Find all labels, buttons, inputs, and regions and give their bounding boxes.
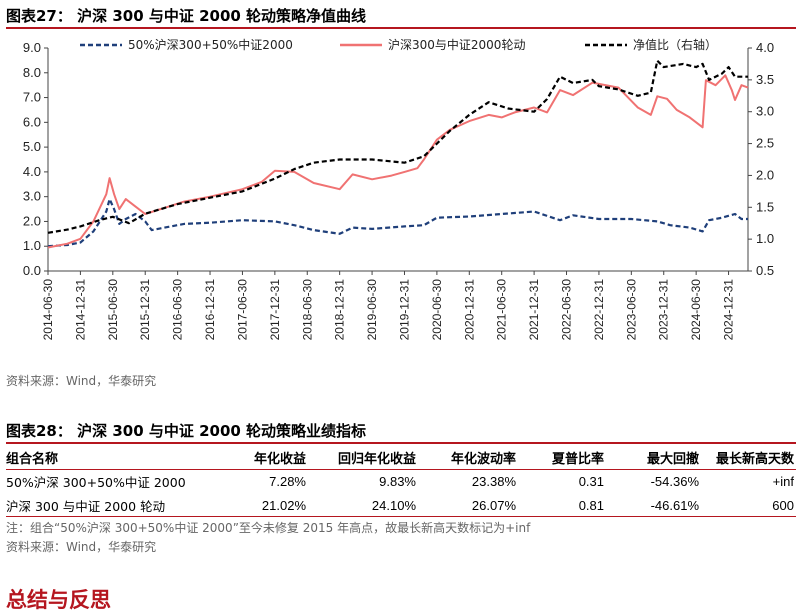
table-cell: 0.81 [578,497,604,513]
table-row: 沪深 300 与中证 2000 轮动 21.02% 24.10% 26.07% … [6,493,796,517]
legend-label-2: 净值比（右轴） [633,37,717,52]
y-left-tick-label: 5.0 [23,139,41,154]
y-left-tick-label: 0.0 [23,263,41,278]
table-cell: 沪深 300 与中证 2000 轮动 [6,498,166,514]
x-tick-label: 2018-12-31 [333,279,347,341]
x-tick-label: 2024-12-31 [722,279,736,341]
x-tick-label: 2020-12-31 [462,279,476,341]
col-header-longest-new-high: 最长新高天数 [715,452,794,468]
table-cell: 26.07% [471,497,516,513]
legend-label-1: 沪深300与中证2000轮动 [388,37,525,52]
x-tick-label: 2014-12-31 [73,279,87,341]
y-left-tick-label: 1.0 [23,238,41,253]
x-tick-label: 2018-06-30 [300,279,314,341]
y-right-tick-label: 4.0 [756,40,774,55]
y-right-tick-label: 3.5 [756,72,774,87]
x-tick-label: 2014-06-30 [41,279,55,341]
figure-28-title-text: 沪深 300 与中证 2000 轮动策略业绩指标 [77,422,367,440]
table-cell: -46.61% [650,497,699,513]
col-header-sharpe: 夏普比率 [551,452,604,468]
y-left-tick-label: 3.0 [23,189,41,204]
figure-27-title: 图表27： 沪深 300 与中证 2000 轮动策略净值曲线 [6,6,366,26]
y-right-tick-label: 0.5 [756,263,774,278]
figure-28-source: 资料来源：Wind，华泰研究 [6,540,157,554]
table-cell: 7.28% [269,473,306,489]
figure-27-source: 资料来源：Wind，华泰研究 [6,374,157,388]
table-bottom-rule [6,516,796,517]
x-tick-label: 2020-06-30 [430,279,444,341]
table-cell: +inf [772,473,794,489]
x-tick-label: 2022-06-30 [560,279,574,341]
table-cell: 24.10% [371,497,416,513]
y-right-tick-label: 1.5 [756,199,774,214]
col-header-max-drawdown: 最大回撤 [646,452,699,468]
x-tick-label: 2023-12-31 [657,279,671,341]
performance-table: 组合名称 年化收益 回归年化收益 年化波动率 夏普比率 最大回撤 最长新高天数 … [6,447,796,517]
y-left-tick-label: 6.0 [23,114,41,129]
y-left-tick-label: 7.0 [23,90,41,105]
table-note: 注：组合“50%沪深 300+50%中证 2000”至今未修复 2015 年高点… [6,521,531,535]
y-left-tick-label: 4.0 [23,164,41,179]
x-tick-label: 2019-12-31 [397,279,411,341]
col-header-annual-return: 年化收益 [253,452,306,468]
x-tick-label: 2021-12-31 [527,279,541,341]
x-tick-label: 2023-06-30 [624,279,638,341]
table-cell: 9.83% [379,473,416,489]
table-cell: 50%沪深 300+50%中证 2000 [6,474,186,490]
x-tick-label: 2021-06-30 [495,279,509,341]
y-right-tick-label: 2.5 [756,136,774,151]
col-header-name: 组合名称 [6,452,59,468]
table-header-row: 组合名称 年化收益 回归年化收益 年化波动率 夏普比率 最大回撤 最长新高天数 [6,447,796,469]
series-line-2 [47,59,748,234]
y-right-tick-label: 3.0 [756,104,774,119]
x-tick-label: 2024-06-30 [689,279,703,341]
x-tick-label: 2016-06-30 [171,279,185,341]
table-cell: 600 [772,497,794,513]
x-tick-label: 2017-12-31 [268,279,282,341]
table-cell: 23.38% [471,473,516,489]
x-tick-label: 2015-06-30 [106,279,120,341]
col-header-volatility: 年化波动率 [450,452,516,468]
y-right-tick-label: 1.0 [756,231,774,246]
figure-28-rule [6,442,796,444]
table-cell: -54.36% [650,473,699,489]
series-line-0 [47,198,748,248]
col-header-regression-return: 回归年化收益 [337,452,416,468]
table-cell: 21.02% [261,497,306,513]
table-row: 50%沪深 300+50%中证 2000 7.28% 9.83% 23.38% … [6,469,796,493]
figure-27-rule [6,27,796,29]
table-cell: 0.31 [578,473,604,489]
y-left-tick-label: 9.0 [23,40,41,55]
y-left-tick-label: 2.0 [23,213,41,228]
figure-28-title: 图表28： 沪深 300 与中证 2000 轮动策略业绩指标 [6,421,366,441]
legend-label-0: 50%沪深300+50%中证2000 [128,37,293,52]
x-tick-label: 2022-12-31 [592,279,606,341]
nav-chart: 0.0 1.0 2.0 3.0 4.0 5.0 6.0 7.0 8.0 9.0 0.5 1.0 1.5 2… [23,37,774,341]
figure-27-label: 图表27： [6,7,72,25]
x-tick-label: 2016-12-31 [203,279,217,341]
x-tick-label: 2019-06-30 [365,279,379,341]
series-line-1 [47,74,749,249]
section-heading: 总结与反思 [6,588,111,612]
x-tick-label: 2015-12-31 [138,279,152,341]
figure-27-title-text: 沪深 300 与中证 2000 轮动策略净值曲线 [77,7,367,25]
x-tick-label: 2017-06-30 [235,279,249,341]
y-left-tick-label: 8.0 [23,65,41,80]
y-right-tick-label: 2.0 [756,167,774,182]
figure-28-label: 图表28： [6,422,72,440]
